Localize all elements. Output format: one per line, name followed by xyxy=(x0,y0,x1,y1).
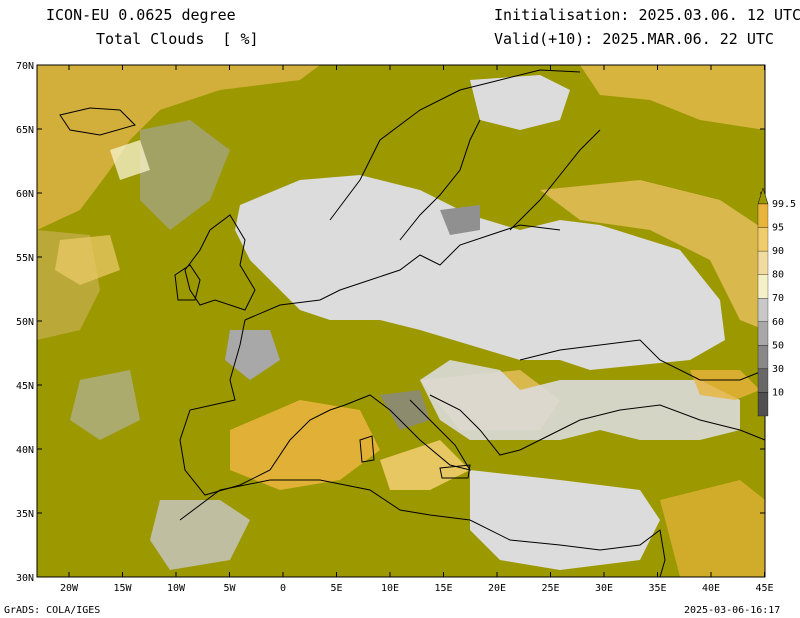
coast-balkans-turkey xyxy=(429,394,765,456)
clear-region-central-europe xyxy=(235,175,725,370)
lon-label: 5W xyxy=(223,583,236,594)
cloud-levant-orange xyxy=(660,480,765,577)
colorbar-segment xyxy=(757,250,769,275)
cloud-iberia-orange xyxy=(230,400,380,490)
lon-label: 40E xyxy=(702,583,720,594)
coast-sweden xyxy=(399,119,481,241)
lon-label: 20E xyxy=(488,583,506,594)
variable-title: Total Clouds [ %] xyxy=(96,30,259,48)
footer-grads-credit: GrADS: COLA/IGES xyxy=(4,605,101,616)
lon-label: 0 xyxy=(280,583,286,594)
map-field xyxy=(37,65,765,577)
lat-label: 50N xyxy=(16,317,34,328)
colorbar-segment xyxy=(757,368,769,393)
lat-label: 30N xyxy=(16,573,34,584)
footer-timestamp: 2025-03-06-16:17 xyxy=(684,605,781,616)
coast-great-britain xyxy=(184,214,256,311)
colorbar-segment xyxy=(757,203,769,228)
valid-time: Valid(+10): 2025.MAR.06. 22 UTC xyxy=(494,30,774,48)
colorbar-label: 95 xyxy=(772,223,784,234)
cloud-gray-france xyxy=(225,330,280,380)
clear-region-libya-egypt xyxy=(470,470,660,570)
colorbar-label: 80 xyxy=(772,270,784,281)
colorbar-label: 70 xyxy=(772,293,784,304)
coast-norway xyxy=(329,69,581,221)
clear-region-morocco xyxy=(150,500,250,570)
lat-label: 40N xyxy=(16,445,34,456)
cloud-yellow-patch-west xyxy=(55,235,120,285)
lat-label: 65N xyxy=(16,125,34,136)
colorbar-segment xyxy=(757,392,769,417)
coast-iceland xyxy=(59,107,136,136)
colorbar-label: 60 xyxy=(772,317,784,328)
lon-label: 35E xyxy=(648,583,666,594)
coast-iberia-france xyxy=(179,319,346,496)
coast-north-africa xyxy=(179,479,666,577)
cloud-light-patch xyxy=(110,140,150,180)
colorbar-label: 30 xyxy=(772,364,784,375)
lon-label: 10W xyxy=(167,583,186,594)
cloud-band-east xyxy=(540,180,765,330)
colorbar-segment xyxy=(757,298,769,322)
clear-region-scandinavia xyxy=(470,75,570,130)
lat-label: 70N xyxy=(16,61,34,72)
lon-label: 25E xyxy=(541,583,559,594)
colorbar: 99.5 95 90 80 70 60 50 30 10 xyxy=(757,187,796,417)
colorbar-label: 10 xyxy=(772,387,784,398)
lat-label: 55N xyxy=(16,253,34,264)
model-title: ICON-EU 0.0625 degree xyxy=(46,6,236,24)
colorbar-segment xyxy=(757,227,769,252)
cloud-band-nw xyxy=(37,65,320,230)
coast-finland xyxy=(509,129,601,231)
cloud-gray-italy xyxy=(380,390,430,430)
lat-label: 35N xyxy=(16,509,34,520)
colorbar-label: 99.5 xyxy=(772,199,796,210)
coastlines xyxy=(59,69,765,577)
longitude-axis: 20W 15W 10W 5W 0 5E 10E 15E 20E 25E 30E 35E 40E 45E xyxy=(60,65,774,594)
lat-label: 60N xyxy=(16,189,34,200)
coast-north-sea-baltic xyxy=(244,224,561,321)
colorbar-label: 50 xyxy=(772,340,784,351)
coast-sicily xyxy=(439,464,471,479)
cloud-band-northeast xyxy=(580,65,765,130)
lon-label: 20W xyxy=(60,583,79,594)
lon-label: 15W xyxy=(113,583,132,594)
colorbar-label: 90 xyxy=(772,246,784,257)
coast-ireland xyxy=(174,264,201,301)
cloud-gray-baltic xyxy=(440,205,480,235)
colorbar-segment xyxy=(757,321,769,346)
lon-label: 10E xyxy=(381,583,399,594)
cloud-gray-north-atlantic xyxy=(140,120,230,230)
lon-label: 45E xyxy=(755,583,773,594)
clear-region-balkans-turkey xyxy=(420,360,740,440)
lon-label: 15E xyxy=(434,583,452,594)
cloud-caucasus-orange xyxy=(690,370,760,400)
lat-label: 45N xyxy=(16,381,34,392)
coast-italy xyxy=(344,394,472,471)
lon-label: 30E xyxy=(595,583,613,594)
colorbar-segment xyxy=(757,274,769,299)
initialisation-time: Initialisation: 2025.03.06. 12 UTC xyxy=(494,6,800,24)
colorbar-segment xyxy=(757,345,769,370)
lon-label: 5E xyxy=(330,583,342,594)
coast-corsica-sardinia xyxy=(359,435,375,463)
cloud-gray-atlantic xyxy=(70,370,140,440)
coast-black-sea xyxy=(519,339,765,381)
